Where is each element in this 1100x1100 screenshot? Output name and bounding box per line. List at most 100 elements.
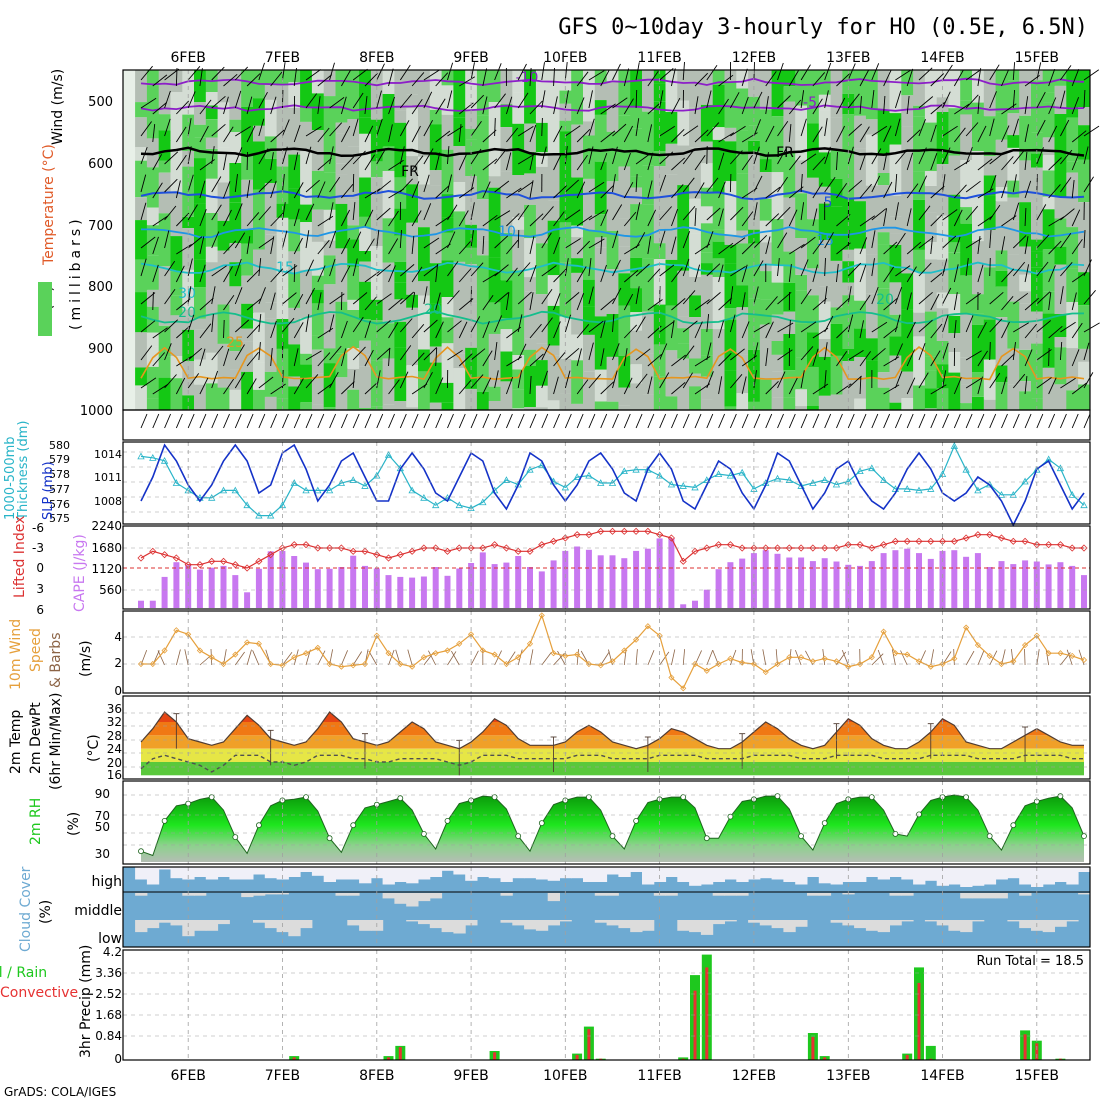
rh-cell [700, 70, 714, 81]
wind-barb [352, 413, 360, 429]
rh-cell [370, 299, 384, 321]
date-label-top: 13FEB [826, 50, 870, 66]
rh-cell [418, 70, 431, 106]
cloud-gap [1066, 920, 1079, 922]
wind-barb [576, 155, 588, 171]
lifted-index-point [432, 544, 440, 552]
precip-convective-bar [292, 1057, 296, 1060]
wind-barb [305, 413, 313, 429]
wind-speed-point [302, 650, 310, 657]
wind-barb [847, 179, 863, 193]
rh-cell [406, 365, 419, 408]
thickness-point [809, 479, 817, 486]
wind-barb [270, 71, 283, 87]
rh-cell [288, 82, 301, 108]
rh-cell [559, 172, 572, 223]
wind-barb [1060, 65, 1072, 81]
wind-barb [647, 353, 662, 367]
li-tick-6: 6 [36, 603, 44, 617]
wind-barb [199, 180, 206, 199]
wind-barb [470, 413, 478, 429]
wind-barb [364, 296, 378, 311]
wind-barb [1060, 233, 1072, 249]
wind-speed-point [432, 650, 439, 657]
rh-cell [335, 70, 348, 80]
date-label-bottom: 15FEB [1015, 1068, 1059, 1084]
cloud-gap [241, 893, 254, 898]
wind-barb [175, 377, 186, 395]
wind-barb [1012, 413, 1020, 429]
wind-barb [753, 286, 759, 305]
rh-cell [771, 219, 784, 266]
wind-barb [482, 413, 490, 429]
wind-barb [588, 181, 605, 193]
cloud-label-middle: middle [74, 903, 122, 919]
wind-barb [1048, 68, 1056, 87]
rh-cell [1054, 347, 1067, 385]
cloud-label-low: low [98, 931, 122, 947]
wind-barb [423, 69, 440, 81]
wind-barb [423, 319, 438, 333]
rh-cell [724, 370, 737, 407]
rh-cell [818, 286, 832, 302]
lifted-index-point [620, 527, 628, 535]
temp-tick-36: 36 [107, 702, 122, 716]
cloud-gap [194, 867, 207, 877]
wind-barb [635, 202, 641, 221]
rh-cell [677, 185, 690, 229]
lifted-index-point [1021, 537, 1029, 545]
rh-cell [795, 238, 808, 275]
contour-label: 10 [498, 224, 516, 240]
rh-cell [972, 396, 985, 410]
thickness-point [797, 482, 805, 489]
rh-cell [1066, 117, 1079, 162]
wind-barb [447, 231, 456, 249]
rh-cell [948, 252, 961, 295]
wind-barb [836, 383, 852, 395]
cape-bar [715, 569, 722, 608]
wind-speed-point [338, 663, 345, 670]
lifted-index-point [243, 564, 251, 572]
wind-barb [871, 125, 888, 137]
rh-cell [700, 252, 714, 264]
lifted-index-point [703, 544, 711, 552]
wind-barb [824, 286, 828, 305]
rh-cell [630, 330, 643, 365]
precip-convective-bar [1058, 1058, 1062, 1060]
rh-cell [1007, 384, 1020, 410]
rh-cell [500, 351, 513, 382]
rh-cell [736, 130, 749, 173]
wind-barb [706, 413, 714, 429]
wind-barb [482, 181, 491, 199]
wind-barb [258, 179, 273, 193]
wind-barb [140, 174, 147, 193]
rh-cell [359, 281, 372, 320]
lifted-index-point [196, 561, 204, 569]
rh-cell [559, 90, 572, 104]
rh-cell [465, 139, 478, 176]
wind-barb-10m [682, 649, 685, 666]
wind-barb-10m [1078, 649, 1085, 666]
wind-barb [164, 260, 176, 277]
wind-barb [423, 237, 440, 249]
rh-cell [1054, 197, 1067, 219]
cloud-gap [1019, 867, 1032, 885]
cloud-gap [948, 867, 961, 885]
rh-cell [559, 393, 572, 410]
wind-barb [223, 266, 233, 283]
lifted-index-point [726, 541, 734, 549]
lifted-index-point [1068, 544, 1076, 552]
wind-barb [906, 377, 916, 395]
wind-barb [906, 152, 914, 171]
cloud-gap [700, 867, 714, 885]
wind-barb [388, 96, 396, 115]
wind-barb [871, 286, 879, 305]
wind-barb [447, 290, 460, 305]
rh-cell [665, 396, 678, 410]
wind-barb [682, 231, 691, 249]
wind-barb [376, 320, 391, 333]
cape-bar [668, 538, 675, 608]
rh-cell [712, 241, 726, 259]
date-label-top: 11FEB [637, 50, 681, 66]
precip-convective-bar [917, 982, 921, 1060]
